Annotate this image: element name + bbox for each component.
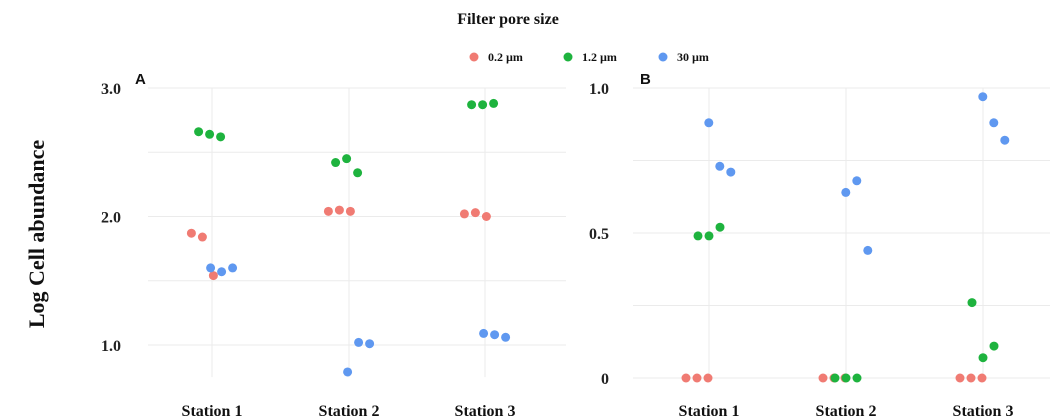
data-point	[852, 373, 862, 383]
data-point	[334, 205, 344, 215]
data-point	[186, 228, 196, 238]
y-tick-label: 2.0	[101, 210, 121, 227]
panel-a: A 1.0 2.0 3.0 Station 1 Station 2 Station 3	[101, 71, 566, 420]
data-point	[365, 339, 375, 349]
data-point	[481, 212, 491, 221]
data-point	[681, 373, 691, 383]
data-point	[342, 154, 352, 164]
data-point	[459, 209, 469, 219]
data-point	[194, 127, 204, 137]
x-tick-label: Station 1	[182, 403, 243, 420]
data-point	[693, 231, 703, 241]
data-point	[206, 263, 216, 273]
data-point	[345, 206, 355, 216]
data-point	[490, 330, 500, 340]
data-point	[323, 206, 333, 216]
x-tick-label: Station 2	[319, 403, 380, 420]
panel-b: B 0 0.5 1.0 Station 1 Station 2 Station 3	[589, 71, 1050, 420]
data-point	[978, 92, 988, 102]
data-point	[216, 132, 226, 142]
legend-title: Filter pore size	[457, 11, 559, 28]
data-point	[967, 298, 977, 308]
y-tick-label: 1.0	[589, 81, 609, 98]
data-point	[197, 232, 207, 242]
data-point	[470, 208, 480, 218]
panel-label: B	[640, 71, 651, 88]
data-point	[989, 341, 999, 351]
data-point	[841, 373, 851, 383]
data-point	[863, 245, 873, 255]
x-tick-label: Station 1	[679, 403, 740, 420]
legend-label-1: 0.2 µm	[488, 50, 523, 64]
data-point	[966, 373, 976, 383]
data-point	[208, 271, 218, 281]
data-point	[217, 267, 227, 277]
data-point	[977, 373, 987, 383]
data-point	[715, 222, 725, 232]
data-point	[704, 118, 714, 128]
data-point	[989, 118, 999, 128]
data-point	[715, 161, 725, 171]
x-tick-label: Station 2	[816, 403, 877, 420]
y-tick-label: 0	[601, 371, 609, 388]
data-point	[955, 373, 965, 383]
data-point	[343, 367, 353, 377]
legend-marker-1	[469, 52, 479, 62]
y-tick-label: 0.5	[589, 226, 609, 243]
data-point	[354, 337, 364, 347]
data-point	[501, 332, 511, 342]
legend-label-2: 1.2 µm	[582, 50, 617, 64]
legend-label-3: 30 µm	[677, 50, 709, 64]
x-tick-label: Station 3	[455, 403, 516, 420]
data-point	[1000, 135, 1010, 145]
data-point	[478, 100, 488, 110]
data-point	[704, 231, 714, 241]
y-tick-label: 1.0	[101, 338, 121, 355]
data-point	[692, 373, 702, 383]
x-tick-label: Station 3	[953, 403, 1014, 420]
data-point	[841, 187, 851, 197]
data-point	[479, 328, 489, 338]
data-point	[467, 100, 477, 110]
data-point	[489, 98, 499, 108]
data-point	[726, 167, 736, 177]
panel-label: A	[135, 71, 146, 88]
data-point	[205, 129, 215, 139]
y-tick-label: 3.0	[101, 81, 121, 98]
data-point	[331, 158, 341, 168]
data-point	[703, 373, 713, 383]
legend-marker-3	[658, 52, 668, 62]
data-point	[818, 373, 828, 383]
data-point	[852, 176, 862, 186]
legend: 0.2 µm 1.2 µm 30 µm	[469, 50, 709, 64]
data-point	[978, 353, 988, 363]
legend-marker-2	[563, 52, 573, 62]
data-point	[353, 168, 363, 178]
data-point	[228, 263, 238, 273]
y-axis-label: Log Cell abundance	[24, 140, 49, 328]
data-point	[830, 373, 840, 383]
